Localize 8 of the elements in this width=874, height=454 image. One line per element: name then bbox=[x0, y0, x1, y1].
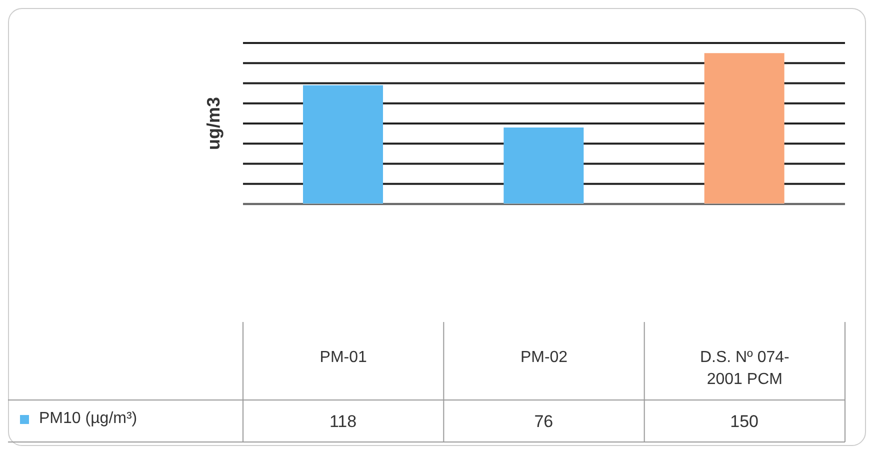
y-axis-title: ug/m3 bbox=[203, 96, 224, 150]
x-tick-label: D.S. Nº 074-2001 PCM bbox=[700, 349, 790, 388]
x-tick-label: PM-02 bbox=[520, 349, 568, 366]
x-tick-label: PM-01 bbox=[320, 349, 367, 366]
data-label: 118 bbox=[329, 412, 357, 431]
legend-label: PM10 (µg/m³) bbox=[38, 410, 138, 428]
data-label: 76 bbox=[534, 412, 554, 431]
data-label: 150 bbox=[730, 412, 759, 431]
